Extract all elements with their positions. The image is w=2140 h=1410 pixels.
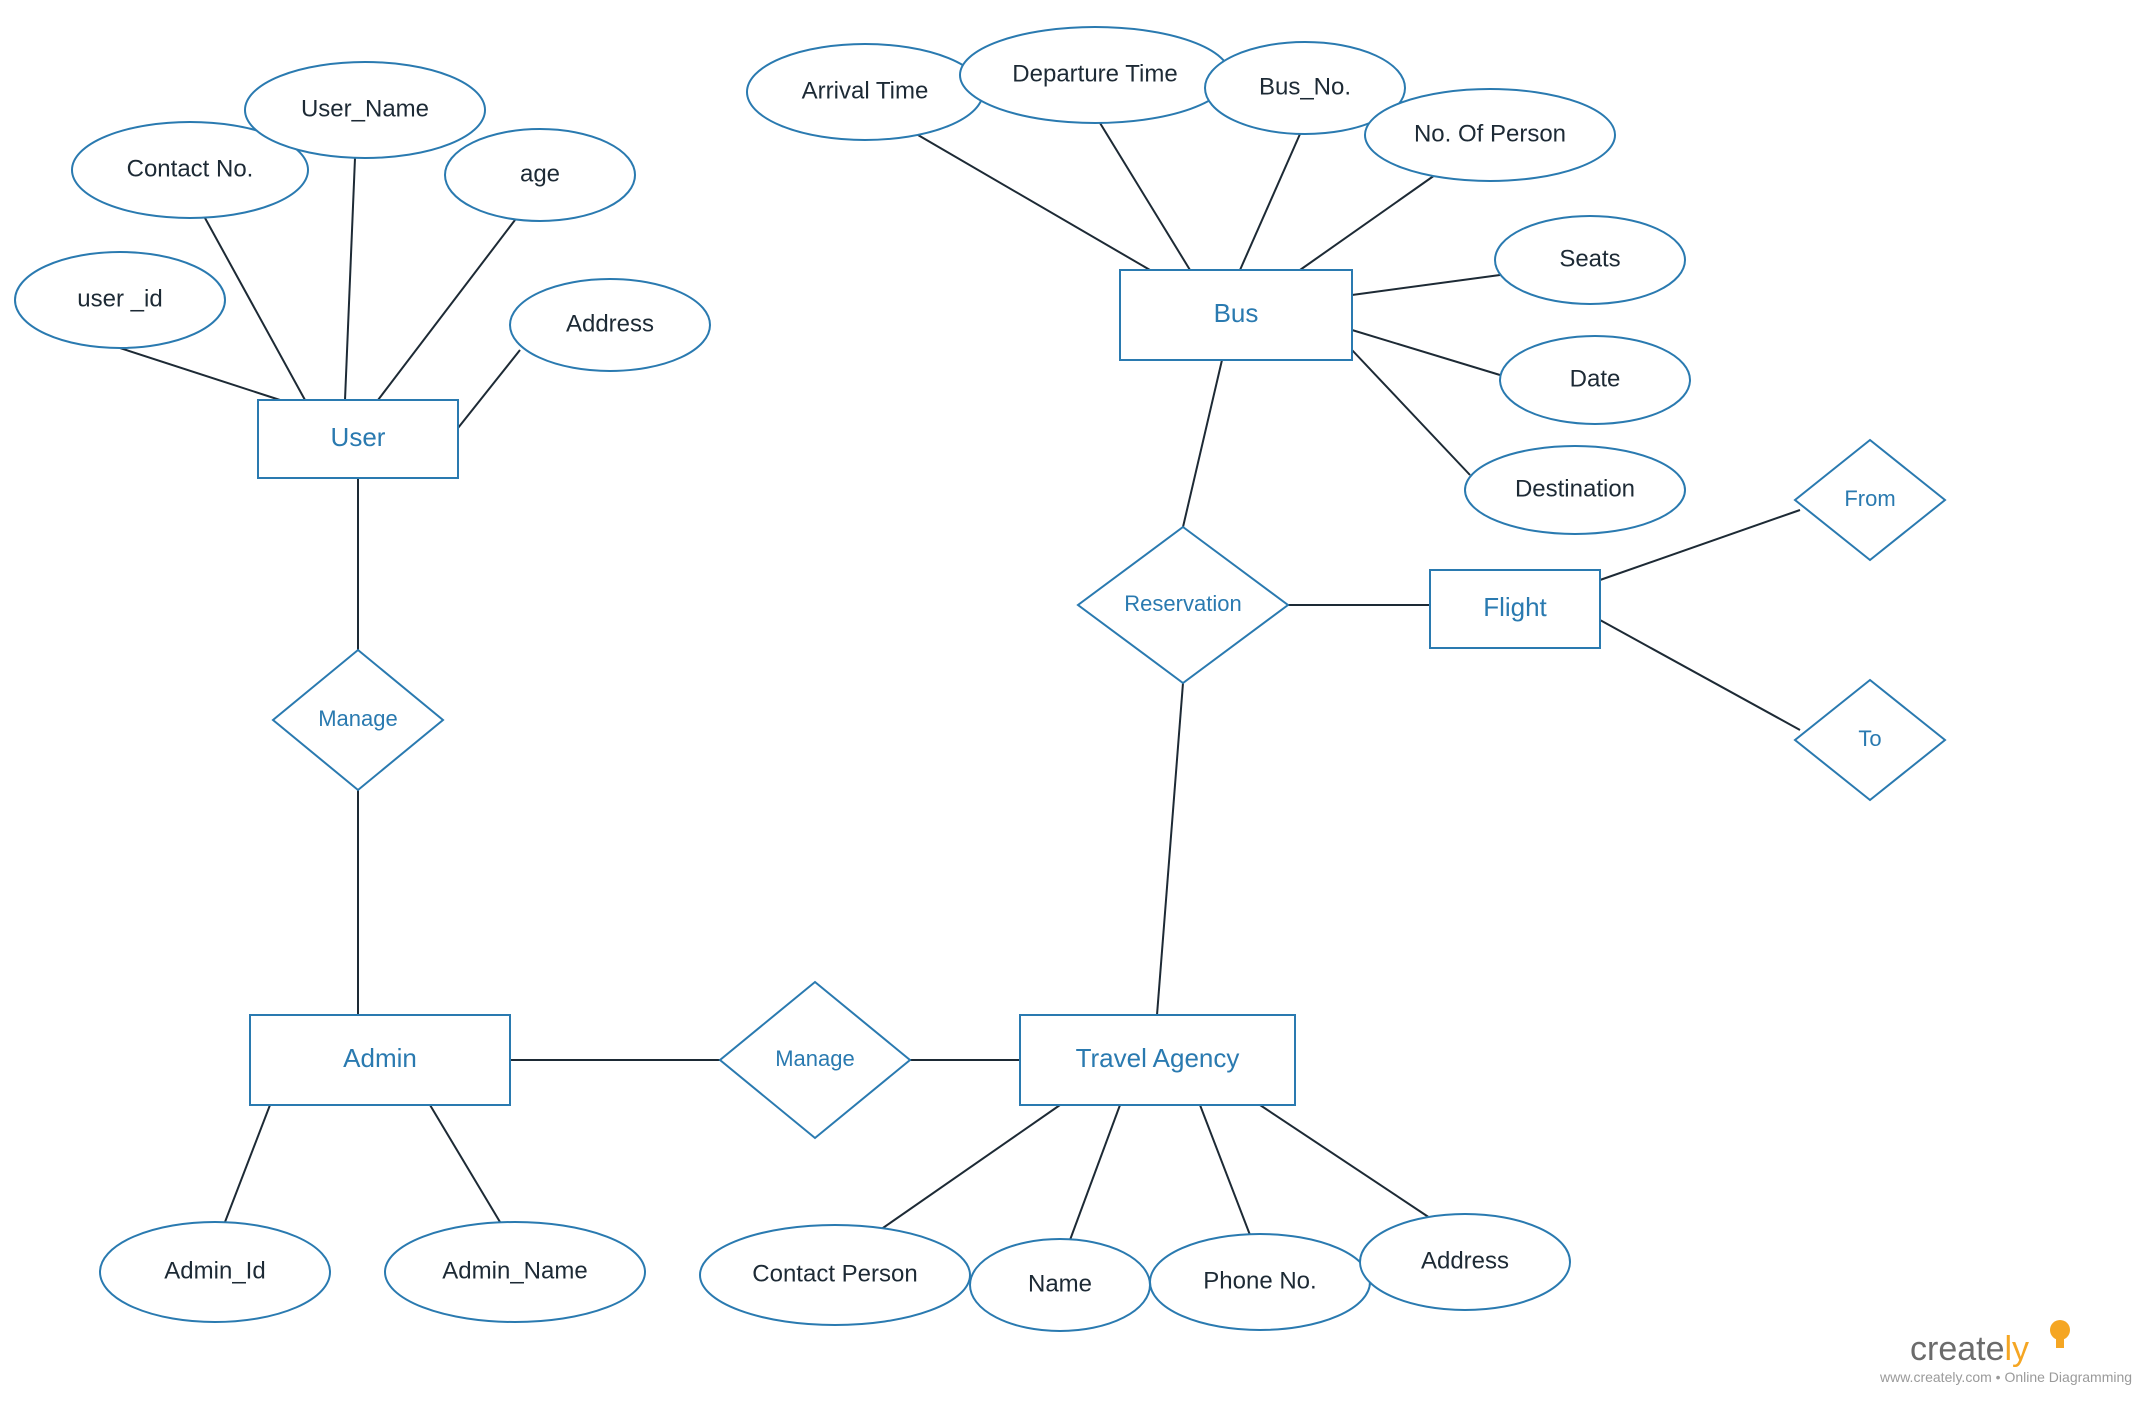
- attribute-label: user _id: [77, 285, 162, 312]
- er-edge: [1300, 175, 1435, 270]
- attribute-admin_name: Admin_Name: [385, 1222, 645, 1322]
- er-edge: [345, 158, 355, 400]
- er-edge: [1260, 1105, 1430, 1218]
- attribute-label: Contact Person: [752, 1260, 917, 1287]
- entity-user: User: [258, 400, 458, 478]
- attribute-arrival: Arrival Time: [747, 44, 983, 140]
- entity-bus: Bus: [1120, 270, 1352, 360]
- entity-label: Travel Agency: [1076, 1043, 1240, 1073]
- relationship-label: Manage: [775, 1046, 855, 1071]
- entity-flight: Flight: [1430, 570, 1600, 648]
- er-edge: [1200, 1105, 1250, 1235]
- attribute-label: Address: [566, 310, 654, 337]
- er-edge: [918, 135, 1150, 270]
- relationship-label: To: [1858, 726, 1881, 751]
- relationship-manage2: Manage: [720, 982, 910, 1138]
- er-edge: [1600, 620, 1800, 730]
- er-edge: [1070, 1105, 1120, 1240]
- attribute-contact_p: Contact Person: [700, 1225, 970, 1325]
- er-edge: [1157, 683, 1183, 1015]
- logo-bulb-base-icon: [2056, 1338, 2064, 1348]
- er-edge: [1352, 350, 1470, 475]
- attribute-age: age: [445, 129, 635, 221]
- attribute-label: Contact No.: [127, 155, 254, 182]
- attribute-user_id: user _id: [15, 252, 225, 348]
- relationship-reservation: Reservation: [1078, 527, 1288, 683]
- attribute-phone: Phone No.: [1150, 1234, 1370, 1330]
- attribute-label: Seats: [1559, 245, 1620, 272]
- attribute-label: Destination: [1515, 475, 1635, 502]
- relationship-from: From: [1795, 440, 1945, 560]
- attribute-label: Phone No.: [1203, 1267, 1316, 1294]
- er-edge: [378, 220, 515, 400]
- logo-bulb-icon: [2050, 1320, 2070, 1340]
- relationship-manage1: Manage: [273, 650, 443, 790]
- entity-label: Bus: [1214, 298, 1259, 328]
- attribute-user_name: User_Name: [245, 62, 485, 158]
- attribute-label: Bus_No.: [1259, 73, 1351, 100]
- relationship-label: Manage: [318, 706, 398, 731]
- attribute-label: Departure Time: [1012, 60, 1177, 87]
- logo-tagline: www.creately.com • Online Diagramming: [1879, 1369, 2132, 1385]
- relationship-label: From: [1844, 486, 1895, 511]
- entity-label: User: [331, 422, 386, 452]
- attribute-address_a: Address: [1360, 1214, 1570, 1310]
- er-edge: [1352, 275, 1500, 295]
- relationship-to: To: [1795, 680, 1945, 800]
- attribute-destination: Destination: [1465, 446, 1685, 534]
- attribute-label: Arrival Time: [802, 77, 929, 104]
- attribute-label: Address: [1421, 1247, 1509, 1274]
- attribute-label: User_Name: [301, 95, 429, 122]
- attribute-label: No. Of Person: [1414, 120, 1566, 147]
- entity-admin: Admin: [250, 1015, 510, 1105]
- er-diagram-canvas: user _id Contact No. User_Nameage Address Ar…: [0, 0, 2140, 1410]
- er-edge: [120, 348, 280, 400]
- er-edge: [458, 350, 520, 428]
- entity-label: Flight: [1483, 592, 1547, 622]
- attribute-date: Date: [1500, 336, 1690, 424]
- attribute-label: Admin_Name: [442, 1257, 587, 1284]
- logo-text: creately: [1910, 1330, 2029, 1368]
- entity-label: Admin: [343, 1043, 417, 1073]
- creately-logo: createlywww.creately.com • Online Diagra…: [1879, 1320, 2132, 1385]
- attribute-admin_id: Admin_Id: [100, 1222, 330, 1322]
- relationship-label: Reservation: [1124, 591, 1241, 616]
- er-edge: [225, 1105, 270, 1222]
- attribute-label: Name: [1028, 1270, 1092, 1297]
- attribute-name: Name: [970, 1239, 1150, 1331]
- er-edge: [880, 1105, 1060, 1230]
- attribute-no_person: No. Of Person: [1365, 89, 1615, 181]
- attribute-departure: Departure Time: [960, 27, 1230, 123]
- entity-agency: Travel Agency: [1020, 1015, 1295, 1105]
- er-edge: [430, 1105, 500, 1222]
- er-edge: [1240, 134, 1300, 270]
- attribute-seats: Seats: [1495, 216, 1685, 304]
- attribute-label: age: [520, 160, 560, 187]
- er-edge: [1352, 330, 1500, 375]
- attribute-address_u: Address: [510, 279, 710, 371]
- attribute-label: Date: [1570, 365, 1621, 392]
- attribute-label: Admin_Id: [164, 1257, 265, 1284]
- er-edge: [1183, 360, 1222, 527]
